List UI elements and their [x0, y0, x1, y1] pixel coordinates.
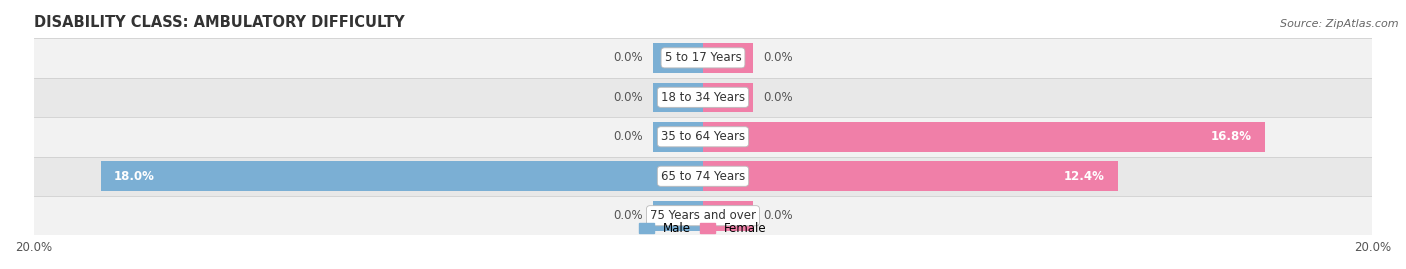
- Text: 75 Years and over: 75 Years and over: [650, 209, 756, 222]
- Bar: [703, 122, 1265, 151]
- Text: 0.0%: 0.0%: [763, 209, 793, 222]
- Bar: [34, 38, 1372, 77]
- Text: 18.0%: 18.0%: [114, 170, 155, 183]
- Text: 18 to 34 Years: 18 to 34 Years: [661, 91, 745, 104]
- Text: 0.0%: 0.0%: [763, 51, 793, 64]
- Text: 12.4%: 12.4%: [1064, 170, 1105, 183]
- Bar: [34, 196, 1372, 235]
- Bar: [703, 201, 754, 231]
- Text: 65 to 74 Years: 65 to 74 Years: [661, 170, 745, 183]
- Text: Source: ZipAtlas.com: Source: ZipAtlas.com: [1281, 19, 1399, 29]
- Bar: [652, 122, 703, 151]
- Text: 0.0%: 0.0%: [763, 91, 793, 104]
- Bar: [703, 83, 754, 112]
- Legend: Male, Female: Male, Female: [634, 217, 772, 239]
- Bar: [34, 157, 1372, 196]
- Bar: [34, 77, 1372, 117]
- Bar: [652, 201, 703, 231]
- Bar: [703, 43, 754, 73]
- Text: 35 to 64 Years: 35 to 64 Years: [661, 130, 745, 143]
- Text: 0.0%: 0.0%: [613, 209, 643, 222]
- Bar: [100, 161, 703, 191]
- Bar: [652, 83, 703, 112]
- Text: 5 to 17 Years: 5 to 17 Years: [665, 51, 741, 64]
- Text: 16.8%: 16.8%: [1211, 130, 1251, 143]
- Text: 0.0%: 0.0%: [613, 51, 643, 64]
- Bar: [703, 161, 1118, 191]
- Text: 0.0%: 0.0%: [613, 130, 643, 143]
- Text: DISABILITY CLASS: AMBULATORY DIFFICULTY: DISABILITY CLASS: AMBULATORY DIFFICULTY: [34, 15, 404, 30]
- Text: 0.0%: 0.0%: [613, 91, 643, 104]
- Bar: [34, 117, 1372, 157]
- Bar: [652, 43, 703, 73]
